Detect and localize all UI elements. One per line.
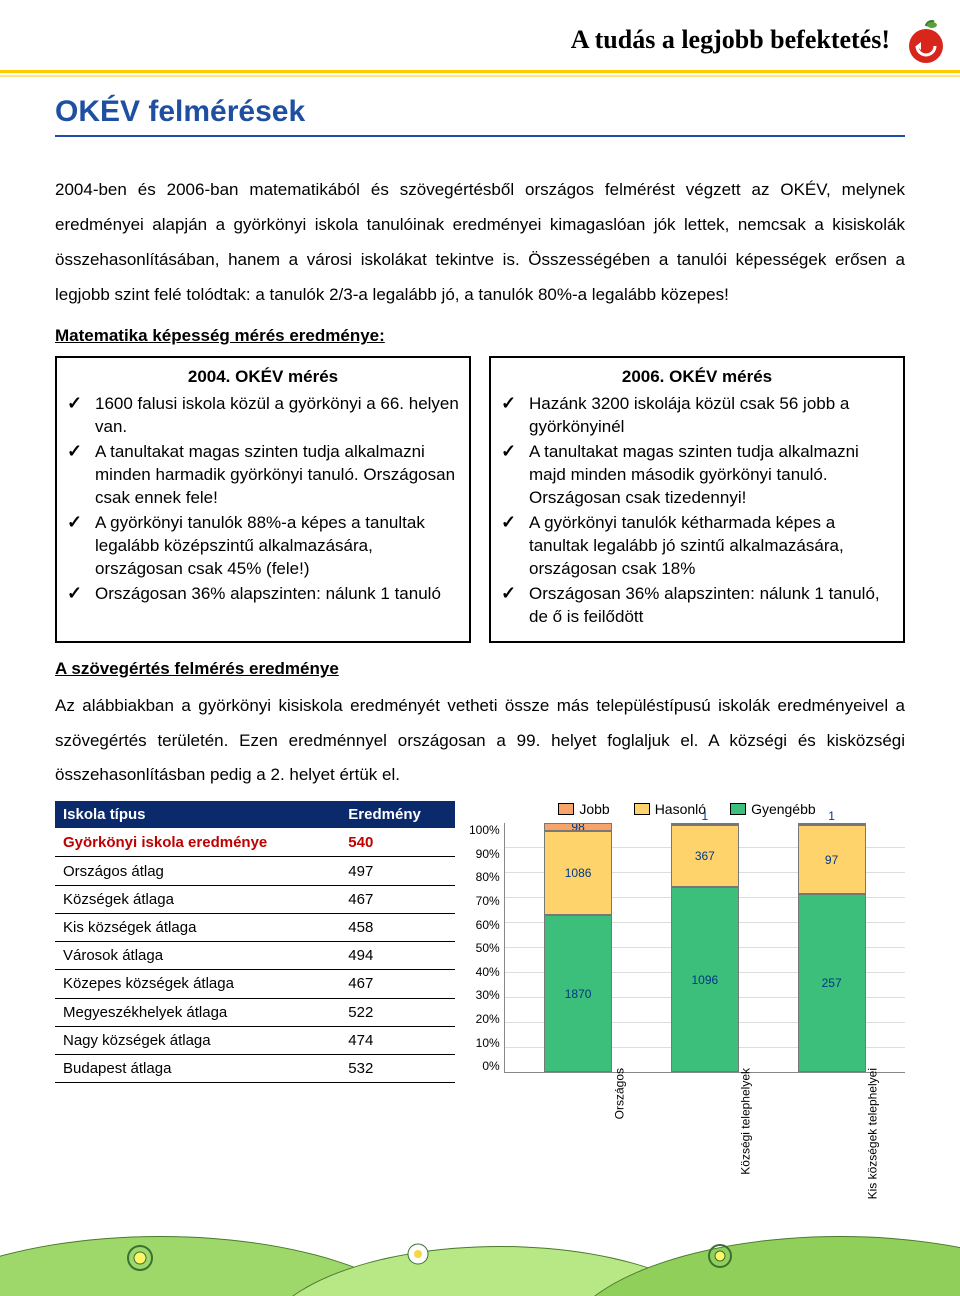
table-cell-label: Közepes községek átlaga (55, 970, 340, 998)
checklist-item: ✓A györkönyi tanulók 88%-a képes a tanul… (67, 512, 459, 581)
table-cell-value: 522 (340, 998, 455, 1026)
checklist-text: 1600 falusi iskola közül a györkönyi a 6… (95, 393, 459, 439)
bar-segment: 1096 (671, 887, 739, 1072)
box-2006: 2006. OKÉV mérés ✓Hazánk 3200 iskolája k… (489, 356, 905, 642)
y-tick: 70% (469, 894, 500, 908)
table-cell-value: 467 (340, 970, 455, 998)
table-cell-value: 474 (340, 1026, 455, 1054)
chart-y-axis: 100% 90% 80% 70% 60% 50% 40% 30% 20% 10% 0% (469, 823, 504, 1073)
table-header-result: Eredmény (340, 801, 455, 829)
apple-logo-icon (902, 18, 950, 66)
bar-segment: 367 (671, 825, 739, 887)
bar-segment: 257 (798, 894, 866, 1072)
table-cell-value: 532 (340, 1054, 455, 1082)
table-row: Nagy községek átlaga474 (55, 1026, 455, 1054)
bar-column: 10963671Községi telephelyek (671, 823, 739, 1072)
checklist-item: ✓Országosan 36% alapszinten: nálunk 1 ta… (67, 583, 459, 606)
box-2004-title: 2004. OKÉV mérés (67, 366, 459, 389)
box-2006-title: 2006. OKÉV mérés (501, 366, 893, 389)
table-row: Országos átlag497 (55, 857, 455, 885)
bar-label: Községi telephelyek (739, 1068, 753, 1175)
table-cell-label: Györkönyi iskola eredménye (55, 829, 340, 857)
legend-item: Jobb (558, 801, 609, 817)
bar-column: 257971Kis községek telephelyei (798, 823, 866, 1072)
table-row: Györkönyi iskola eredménye540 (55, 829, 455, 857)
bar-column: 1870108698Országos (544, 823, 612, 1072)
table-cell-label: Országos átlag (55, 857, 340, 885)
chart-bars: 1870108698Országos 10963671Községi teleph… (504, 823, 905, 1073)
check-icon: ✓ (67, 393, 95, 415)
results-table: Iskola típus Eredmény Györkönyi iskola e… (55, 801, 455, 1083)
header-slogan: A tudás a legjobb befektetés! (571, 25, 890, 55)
y-tick: 60% (469, 918, 500, 932)
bar-segment: 97 (798, 825, 866, 894)
y-tick: 0% (469, 1059, 500, 1073)
table-row: Budapest átlaga532 (55, 1054, 455, 1082)
checklist-text: Hazánk 3200 iskolája közül csak 56 jobb … (529, 393, 893, 439)
bar-segment: 1086 (544, 831, 612, 915)
checklist-text: A györkönyi tanulók kétharmada képes a t… (529, 512, 893, 581)
table-row: Megyeszékhelyek átlaga522 (55, 998, 455, 1026)
math-subheading: Matematika képesség mérés eredménye: (55, 326, 905, 346)
table-row: Községek átlaga467 (55, 885, 455, 913)
bar-segment: 98 (544, 823, 612, 831)
table-cell-value: 458 (340, 913, 455, 941)
table-row: Városok átlaga494 (55, 942, 455, 970)
check-icon: ✓ (67, 583, 95, 605)
checklist-item: ✓A tanultakat magas szinten tudja alkalm… (501, 441, 893, 510)
table-cell-value: 494 (340, 942, 455, 970)
table-row: Közepes községek átlaga467 (55, 970, 455, 998)
check-icon: ✓ (501, 441, 529, 463)
comparison-chart: JobbHasonlóGyengébb 100%90%80%70%60%50%4… (469, 801, 905, 1083)
bar-segment: 1870 (544, 915, 612, 1072)
check-icon: ✓ (67, 441, 95, 463)
intro-paragraph: 2004-ben és 2006-ban matematikából és sz… (55, 173, 905, 312)
check-icon: ✓ (501, 583, 529, 605)
reading-paragraph: Az alábbiakban a györkönyi kisiskola ere… (55, 689, 905, 794)
section-title: OKÉV felmérések (55, 95, 905, 129)
table-cell-value: 467 (340, 885, 455, 913)
bar-label: Kis községek telephelyei (866, 1068, 880, 1199)
footer-decoration (0, 1216, 960, 1296)
checklist-item: ✓A tanultakat magas szinten tudja alkalm… (67, 441, 459, 510)
checklist-item: ✓1600 falusi iskola közül a györkönyi a … (67, 393, 459, 439)
checklist-text: Országosan 36% alapszinten: nálunk 1 tan… (529, 583, 893, 629)
table-header-type: Iskola típus (55, 801, 340, 829)
table-cell-label: Községek átlaga (55, 885, 340, 913)
checklist-text: A tanultakat magas szinten tudja alkalma… (95, 441, 459, 510)
legend-swatch (634, 803, 650, 815)
checklist-item: ✓Hazánk 3200 iskolája közül csak 56 jobb… (501, 393, 893, 439)
table-cell-label: Budapest átlaga (55, 1054, 340, 1082)
legend-label: Jobb (579, 801, 609, 817)
table-cell-label: Kis községek átlaga (55, 913, 340, 941)
table-cell-value: 497 (340, 857, 455, 885)
checklist-item: ✓A györkönyi tanulók kétharmada képes a … (501, 512, 893, 581)
checklist-item: ✓Országosan 36% alapszinten: nálunk 1 ta… (501, 583, 893, 629)
y-tick: 20% (469, 1012, 500, 1026)
table-row: Kis községek átlaga458 (55, 913, 455, 941)
check-icon: ✓ (501, 393, 529, 415)
reading-subheading: A szövegértés felmérés eredménye (55, 659, 905, 679)
y-tick: 90% (469, 847, 500, 861)
title-underline (55, 135, 905, 137)
checklist-text: Országosan 36% alapszinten: nálunk 1 tan… (95, 583, 459, 606)
header-rule (0, 70, 960, 77)
y-tick: 80% (469, 870, 500, 884)
table-cell-label: Megyeszékhelyek átlaga (55, 998, 340, 1026)
y-tick: 30% (469, 988, 500, 1002)
check-icon: ✓ (501, 512, 529, 534)
table-cell-label: Nagy községek átlaga (55, 1026, 340, 1054)
y-tick: 50% (469, 941, 500, 955)
y-tick: 10% (469, 1036, 500, 1050)
bar-label: Országos (612, 1068, 626, 1119)
table-cell-value: 540 (340, 829, 455, 857)
checklist-text: A györkönyi tanulók 88%-a képes a tanult… (95, 512, 459, 581)
y-tick: 40% (469, 965, 500, 979)
checklist-text: A tanultakat magas szinten tudja alkalma… (529, 441, 893, 510)
legend-swatch (558, 803, 574, 815)
table-cell-label: Városok átlaga (55, 942, 340, 970)
y-tick: 100% (469, 823, 500, 837)
check-icon: ✓ (67, 512, 95, 534)
box-2004: 2004. OKÉV mérés ✓1600 falusi iskola köz… (55, 356, 471, 642)
